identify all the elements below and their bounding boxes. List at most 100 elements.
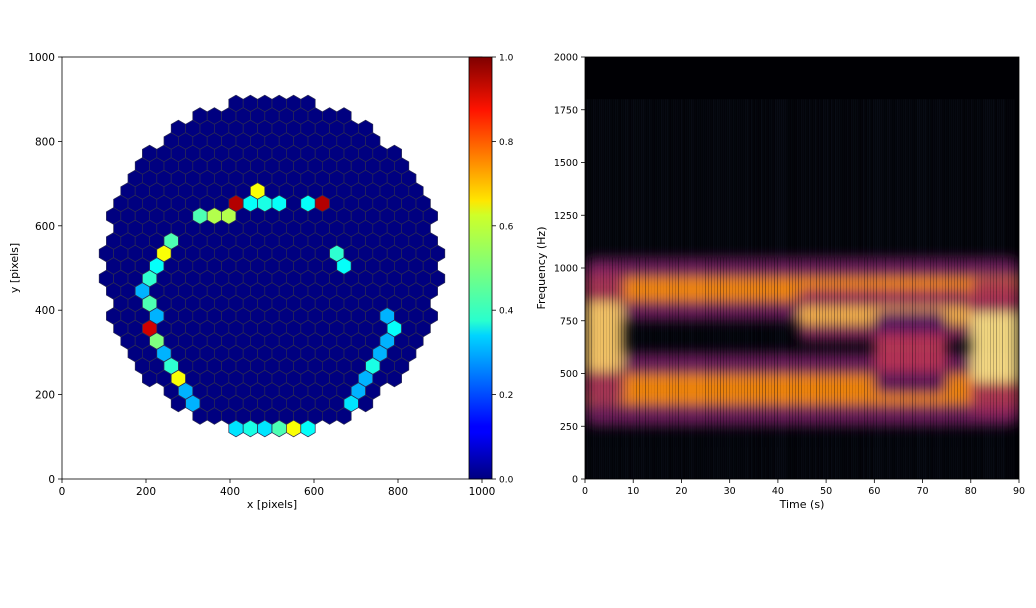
hex-cells — [98, 94, 446, 438]
colorbar-tick-label: 0.2 — [499, 391, 513, 401]
hex-cell — [336, 407, 352, 425]
spectrogram-y-tick-label: 500 — [560, 369, 578, 380]
streak — [651, 257, 652, 448]
streak — [852, 257, 853, 448]
streak — [630, 257, 631, 447]
hex-y-ticks: 0 200 400 600 800 1000 — [28, 52, 62, 486]
streak — [762, 257, 763, 448]
streak — [702, 257, 703, 448]
hex-chart: 0 200 400 600 800 1000 0 200 400 600 800 1000 x [p… — [8, 52, 495, 511]
streak — [840, 257, 841, 448]
streak — [837, 257, 838, 448]
streak — [687, 257, 688, 448]
streak — [768, 257, 769, 448]
streak — [654, 257, 655, 448]
streak — [891, 257, 892, 448]
streak — [738, 257, 739, 448]
streak — [1008, 257, 1009, 448]
spectrogram-y-label: Frequency (Hz) — [535, 227, 548, 310]
streak — [873, 257, 874, 448]
streak — [849, 257, 850, 448]
streak — [663, 257, 664, 447]
colorbar-tick-label: 0.0 — [499, 476, 514, 486]
streak — [1005, 257, 1006, 447]
streak — [735, 257, 736, 448]
streak — [765, 257, 766, 448]
streak — [750, 257, 751, 448]
streak — [645, 257, 646, 448]
streak — [1014, 257, 1015, 448]
streak — [681, 257, 682, 447]
streak — [774, 257, 775, 448]
spectrogram-y-tick-label: 1250 — [554, 211, 578, 222]
streak — [969, 257, 970, 448]
hex-y-tick-label: 0 — [48, 474, 55, 486]
hex-cell — [300, 419, 316, 438]
streak — [924, 257, 925, 448]
streak — [786, 257, 787, 448]
streak — [939, 257, 940, 448]
colorbar-tick-label: 0.6 — [499, 222, 514, 232]
spectrogram-chart: 0 10 20 30 40 50 60 70 80 90 0 250 500 750 1000 1250 15… — [535, 53, 1025, 512]
streak — [1011, 257, 1012, 448]
streak — [693, 257, 694, 447]
streak — [846, 257, 847, 448]
hex-y-tick-label: 1000 — [28, 52, 55, 64]
streak — [984, 257, 985, 448]
streak — [954, 257, 955, 448]
hex-x-tick-label: 400 — [220, 486, 240, 498]
spectrogram-x-tick-label: 50 — [820, 486, 832, 497]
streak — [978, 257, 979, 448]
streak — [819, 257, 820, 448]
hex-x-tick-label: 600 — [304, 486, 324, 498]
streak — [942, 257, 943, 448]
streak — [726, 257, 727, 448]
streak — [831, 257, 832, 448]
streak — [657, 257, 658, 448]
streak — [990, 257, 991, 448]
spectrogram-x-tick-label: 80 — [965, 486, 977, 497]
streak — [633, 257, 634, 448]
spectrogram-y-tick-label: 0 — [572, 475, 578, 486]
spectrogram-x-tick-label: 0 — [582, 486, 588, 497]
streak — [906, 257, 907, 448]
streak — [1002, 257, 1003, 448]
streak — [720, 257, 721, 448]
streak — [825, 257, 826, 448]
streak — [648, 257, 649, 448]
streak — [612, 257, 613, 448]
spectrogram-x-tick-label: 70 — [917, 486, 929, 497]
streak — [864, 257, 865, 448]
streak — [855, 257, 856, 448]
streak — [588, 257, 589, 448]
streak — [843, 257, 844, 448]
streak — [804, 257, 805, 448]
band-core — [970, 312, 1019, 382]
spectrogram-x-ticks: 0 10 20 30 40 50 60 70 80 90 — [582, 479, 1025, 497]
streak — [714, 257, 715, 448]
streak — [666, 257, 667, 448]
streak — [672, 257, 673, 448]
streak — [900, 257, 901, 448]
hex-y-tick-label: 800 — [35, 136, 55, 148]
spectrogram-y-tick-label: 1000 — [554, 264, 578, 275]
spectrogram-y-ticks: 0 250 500 750 1000 1250 1500 1750 2000 — [554, 53, 585, 486]
spectrogram-y-tick-label: 1750 — [554, 105, 578, 116]
colorbar-gradient — [468, 56, 493, 480]
streak — [834, 257, 835, 448]
spectrogram-x-tick-label: 10 — [627, 486, 639, 497]
streak — [669, 257, 670, 448]
streak — [621, 257, 622, 448]
streak — [933, 257, 934, 448]
hex-x-ticks: 0 200 400 600 800 1000 — [59, 479, 495, 498]
spectrogram-image — [585, 57, 1019, 479]
colorbar-tick-label: 0.4 — [499, 307, 514, 317]
streak — [981, 257, 982, 448]
streak — [918, 257, 919, 448]
streak — [753, 257, 754, 448]
streak — [993, 257, 994, 448]
colorbar-ticks: 0.0 0.2 0.4 0.6 0.8 1.0 — [492, 54, 514, 486]
spectrogram-x-tick-label: 30 — [724, 486, 736, 497]
streak — [813, 257, 814, 448]
streak — [867, 257, 868, 448]
